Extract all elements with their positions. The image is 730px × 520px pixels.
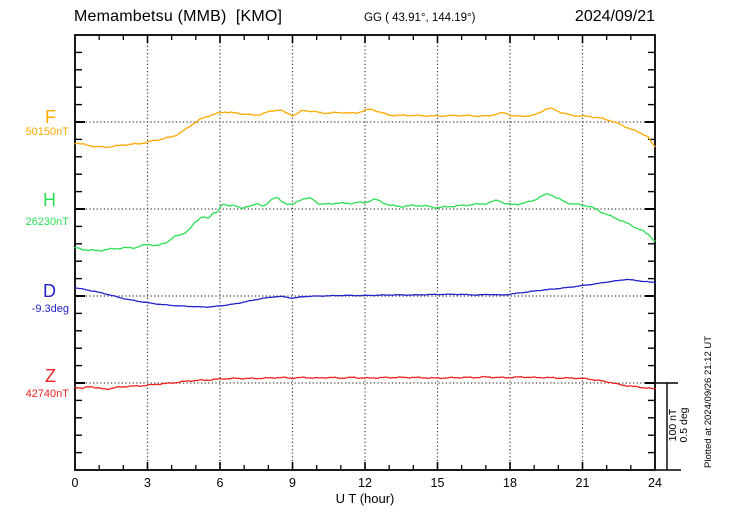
x-tick-label-15: 15 — [430, 476, 445, 490]
component-base-value-f: 50150nT — [25, 126, 69, 138]
plotted-timestamp: Plotted at 2024/09/26 21:12 UT — [703, 335, 714, 468]
page-title: Memambetsu (MMB) [KMO] — [74, 8, 283, 25]
trace-H — [74, 193, 656, 252]
x-tick-label-12: 12 — [358, 476, 372, 490]
x-tick-label-21: 21 — [575, 476, 590, 490]
x-tick-label-3: 3 — [144, 476, 151, 490]
component-base-value-d: -9.3deg — [31, 303, 69, 315]
trace-Z — [74, 375, 656, 391]
geographic-coords-label: GG ( 43.91°, 144.19°) — [364, 12, 476, 24]
date-label: 2024/09/21 — [574, 8, 655, 25]
trace-D — [74, 278, 656, 308]
x-axis-title: U T (hour) — [335, 491, 395, 506]
scale-bar-label: 100 nT 0.5 deg — [667, 403, 690, 447]
scale-bar-deg-text: 0.5 deg — [678, 407, 690, 443]
x-tick-label-6: 6 — [216, 476, 224, 490]
x-tick-label-9: 9 — [289, 476, 296, 490]
component-base-value-z: 42740nT — [25, 388, 69, 400]
component-label-d: D — [43, 281, 56, 301]
x-tick-label-0: 0 — [71, 476, 79, 490]
component-label-z: Z — [45, 366, 56, 386]
x-tick-label-24: 24 — [648, 476, 662, 490]
component-base-value-h: 26230nT — [25, 216, 69, 228]
x-tick-label-18: 18 — [503, 476, 517, 490]
trace-F — [74, 107, 656, 149]
component-label-h: H — [43, 190, 56, 210]
component-label-f: F — [45, 107, 56, 127]
